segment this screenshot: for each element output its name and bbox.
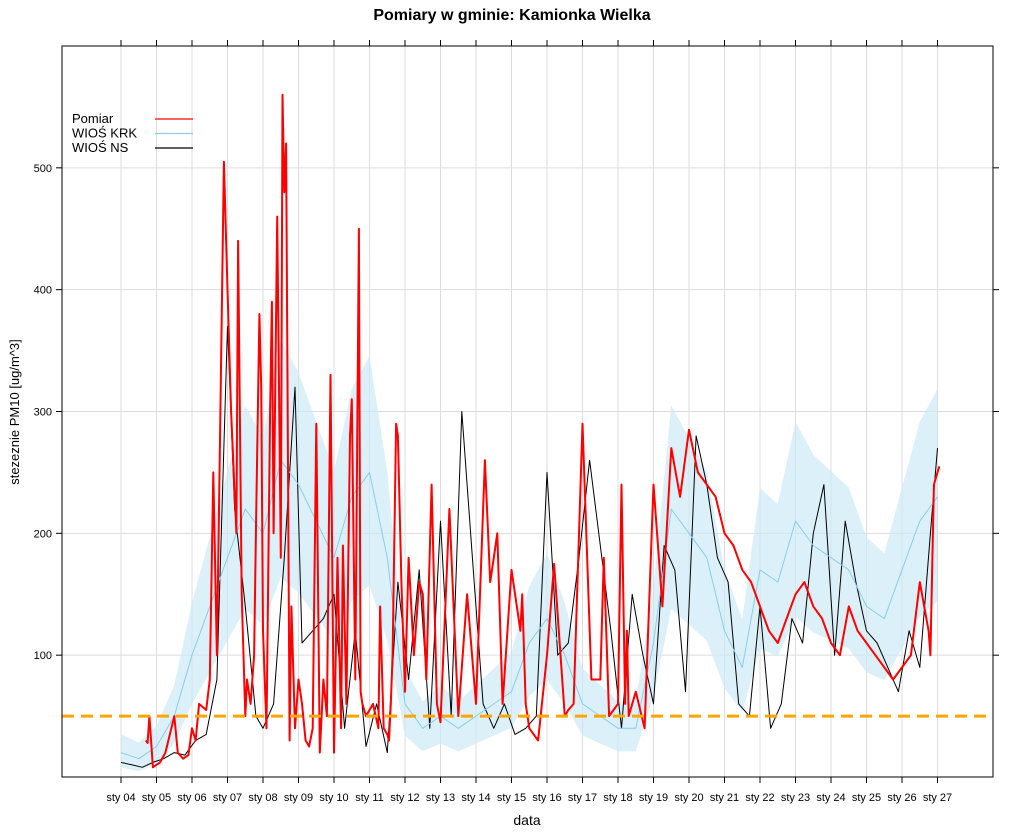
legend-label: WIOŚ KRK bbox=[72, 126, 137, 141]
x-tick-label: sty 08 bbox=[248, 792, 277, 804]
x-tick-label: sty 11 bbox=[355, 792, 384, 804]
x-axis-label: data bbox=[513, 812, 540, 828]
x-axis: sty 04 sty 05 sty 06 sty 07 sty 08 sty 09 sty … bbox=[106, 40, 952, 804]
x-tick-label: sty 10 bbox=[319, 792, 348, 804]
x-tick-label: sty 26 bbox=[887, 792, 916, 804]
y-tick-label: 500 bbox=[34, 163, 52, 175]
x-tick-label: sty 27 bbox=[923, 792, 952, 804]
x-tick-label: sty 13 bbox=[426, 792, 455, 804]
wios-krk-confidence-band bbox=[121, 339, 938, 772]
x-tick-label: sty 24 bbox=[816, 792, 845, 804]
x-tick-label: sty 16 bbox=[532, 792, 561, 804]
wios-krk-band bbox=[121, 339, 938, 772]
x-tick-label: sty 22 bbox=[745, 792, 774, 804]
y-axis: 100 200 300 400 500 bbox=[34, 163, 999, 662]
x-tick-label: sty 20 bbox=[674, 792, 703, 804]
series-line-pomiar bbox=[145, 93, 941, 769]
y-tick-label: 400 bbox=[34, 285, 52, 297]
x-tick-label: sty 05 bbox=[142, 792, 171, 804]
y-tick-label: 100 bbox=[34, 650, 52, 662]
x-tick-label: sty 15 bbox=[497, 792, 526, 804]
y-axis-label: stezeznie PM10 [ug/m^3] bbox=[7, 339, 22, 485]
x-tick-label: sty 12 bbox=[390, 792, 419, 804]
chart-title: Pomiary w gminie: Kamionka Wielka bbox=[373, 7, 650, 24]
x-tick-label: sty 06 bbox=[177, 792, 206, 804]
x-tick-label: sty 07 bbox=[213, 792, 242, 804]
x-tick-label: sty 23 bbox=[781, 792, 810, 804]
legend-label: Pomiar bbox=[72, 111, 114, 126]
x-tick-label: sty 17 bbox=[568, 792, 597, 804]
legend-label: WIOŚ NS bbox=[72, 140, 129, 155]
x-tick-label: sty 09 bbox=[284, 792, 313, 804]
y-tick-label: 200 bbox=[34, 528, 52, 540]
series-line-wio-krk bbox=[120, 459, 938, 760]
x-tick-label: sty 18 bbox=[603, 792, 632, 804]
x-tick-label: sty 19 bbox=[639, 792, 668, 804]
x-tick-label: sty 25 bbox=[852, 792, 881, 804]
x-tick-label: sty 04 bbox=[106, 792, 135, 804]
x-tick-label: sty 21 bbox=[710, 792, 739, 804]
x-tick-label: sty 14 bbox=[461, 792, 490, 804]
y-tick-label: 300 bbox=[34, 407, 52, 419]
